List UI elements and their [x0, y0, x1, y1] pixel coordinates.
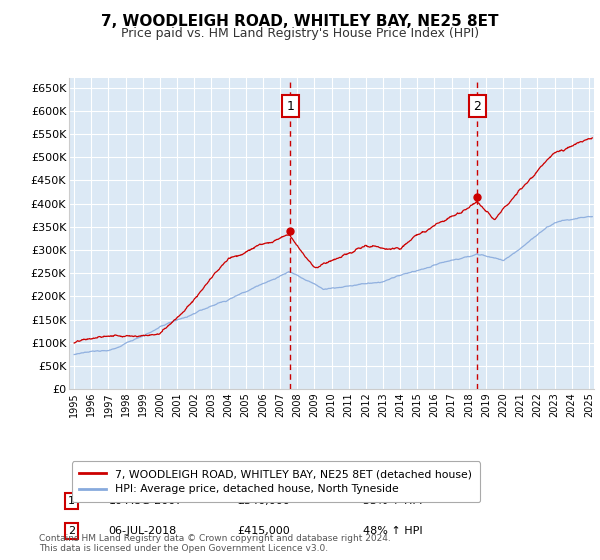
Text: 48% ↑ HPI: 48% ↑ HPI: [363, 526, 422, 535]
Text: 2: 2: [473, 100, 481, 113]
Text: 1: 1: [287, 100, 295, 113]
Text: 7, WOODLEIGH ROAD, WHITLEY BAY, NE25 8ET: 7, WOODLEIGH ROAD, WHITLEY BAY, NE25 8ET: [101, 14, 499, 29]
Text: 1: 1: [68, 496, 75, 506]
Text: 10-AUG-2007: 10-AUG-2007: [109, 496, 183, 506]
Text: 33% ↑ HPI: 33% ↑ HPI: [363, 496, 422, 506]
Text: 2: 2: [68, 526, 75, 535]
Legend: 7, WOODLEIGH ROAD, WHITLEY BAY, NE25 8ET (detached house), HPI: Average price, d: 7, WOODLEIGH ROAD, WHITLEY BAY, NE25 8ET…: [72, 461, 480, 502]
Text: £340,000: £340,000: [237, 496, 290, 506]
Text: Contains HM Land Registry data © Crown copyright and database right 2024.
This d: Contains HM Land Registry data © Crown c…: [39, 534, 391, 553]
Text: £415,000: £415,000: [237, 526, 290, 535]
Text: Price paid vs. HM Land Registry's House Price Index (HPI): Price paid vs. HM Land Registry's House …: [121, 27, 479, 40]
Text: 06-JUL-2018: 06-JUL-2018: [109, 526, 176, 535]
